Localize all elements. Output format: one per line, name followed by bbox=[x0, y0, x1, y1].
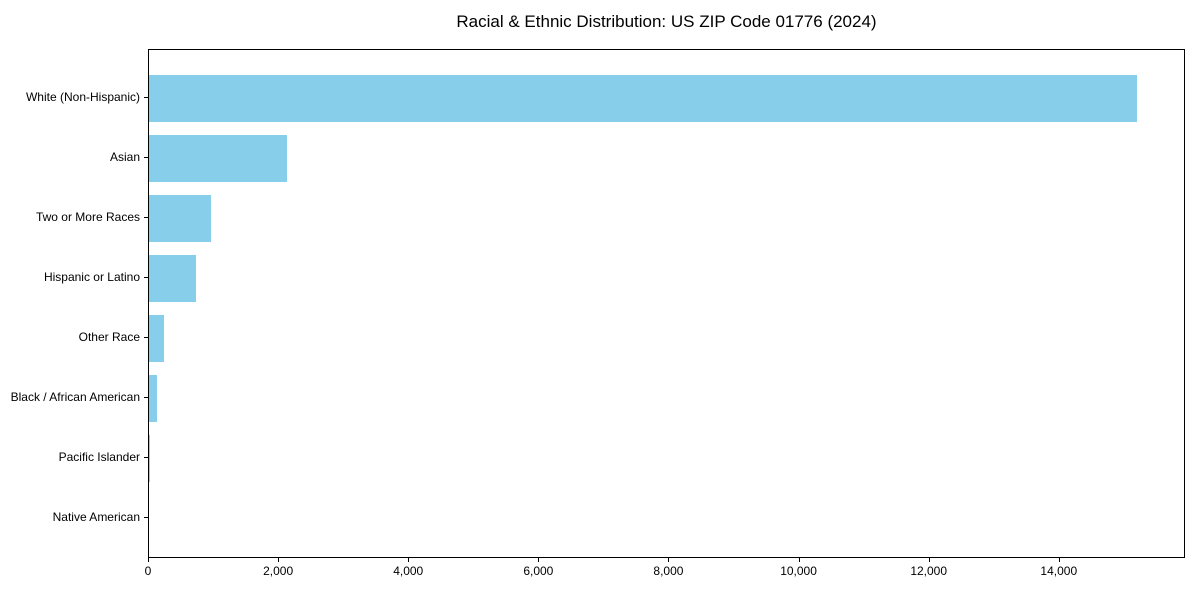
x-tick-label: 10,000 bbox=[780, 564, 817, 578]
x-tick-label: 14,000 bbox=[1040, 564, 1078, 578]
x-tick-mark bbox=[538, 558, 540, 562]
y-tick-mark bbox=[144, 517, 148, 518]
x-tick-mark bbox=[278, 558, 280, 562]
plot-area bbox=[148, 49, 1185, 558]
y-tick-mark bbox=[144, 217, 148, 218]
bar-pacific-islander bbox=[149, 434, 150, 482]
y-tick-label: White (Non-Hispanic) bbox=[25, 90, 140, 104]
x-tick-label: 0 bbox=[144, 564, 152, 578]
y-tick-mark bbox=[144, 277, 148, 278]
x-tick-mark bbox=[668, 558, 670, 562]
x-tick-mark bbox=[148, 558, 149, 562]
y-tick-label: Black / African American bbox=[10, 390, 140, 404]
x-tick-mark bbox=[408, 558, 410, 562]
x-tick-mark bbox=[1058, 558, 1060, 562]
y-tick-mark bbox=[144, 457, 148, 458]
bar-asian bbox=[149, 134, 287, 182]
bar-black-african-american bbox=[149, 374, 157, 422]
bar-two-or-more-races bbox=[149, 194, 211, 242]
y-tick-label: Native American bbox=[52, 510, 140, 524]
y-tick-mark bbox=[144, 157, 148, 158]
x-tick-mark bbox=[798, 558, 800, 562]
x-tick-mark bbox=[928, 558, 930, 562]
y-tick-mark bbox=[144, 337, 148, 338]
bar-other-race bbox=[149, 314, 164, 362]
bar-hispanic-or-latino bbox=[149, 254, 196, 302]
x-tick-label: 4,000 bbox=[393, 564, 424, 578]
x-tick-label: 6,000 bbox=[523, 564, 554, 578]
y-tick-mark bbox=[144, 397, 148, 398]
x-tick-label: 2,000 bbox=[263, 564, 294, 578]
bar-white-non-hispanic bbox=[149, 74, 1137, 122]
y-tick-label: Hispanic or Latino bbox=[43, 270, 140, 284]
chart-title: Racial & Ethnic Distribution: US ZIP Cod… bbox=[456, 12, 877, 31]
y-tick-label: Asian bbox=[109, 150, 140, 164]
y-tick-label: Two or More Races bbox=[35, 210, 140, 224]
x-tick-label: 12,000 bbox=[910, 564, 948, 578]
y-tick-label: Other Race bbox=[78, 330, 140, 344]
y-tick-label: Pacific Islander bbox=[58, 450, 140, 464]
y-tick-mark bbox=[144, 97, 148, 98]
x-tick-label: 8,000 bbox=[653, 564, 684, 578]
